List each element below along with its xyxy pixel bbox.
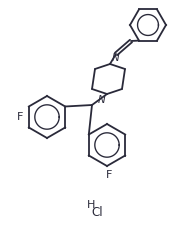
Text: H: H [87,200,95,210]
Text: Cl: Cl [91,207,103,220]
Text: F: F [106,170,112,180]
Text: N: N [112,53,120,63]
Text: F: F [17,112,23,122]
Text: N: N [97,95,105,105]
